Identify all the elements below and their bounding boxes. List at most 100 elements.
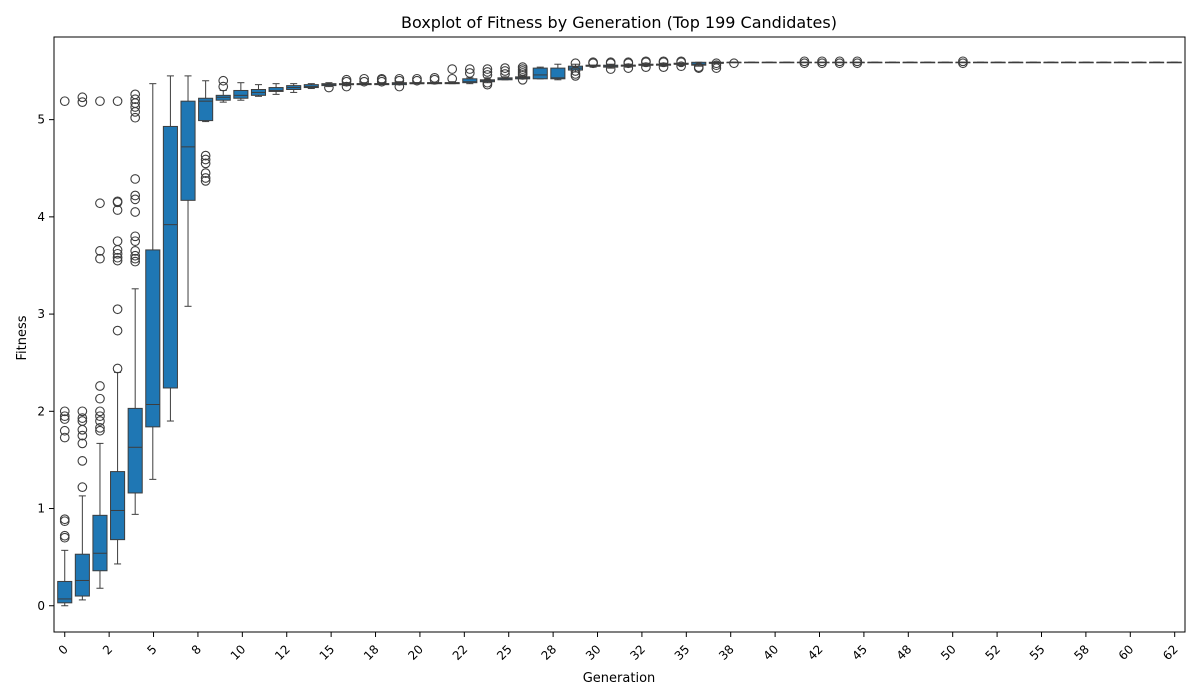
- x-tick-label: 58: [1071, 642, 1092, 663]
- plot-area: [57, 56, 1182, 607]
- box-group: [1131, 61, 1147, 64]
- outlier-point: [359, 73, 369, 84]
- outlier-point: [200, 150, 211, 161]
- box-group: [1061, 61, 1077, 64]
- box-group: [92, 96, 108, 589]
- box-group: [937, 61, 953, 64]
- outlier-point: [112, 196, 123, 207]
- plot-frame: [53, 36, 1186, 633]
- y-axis-label: Fitness: [15, 315, 30, 360]
- outlier-point: [200, 158, 211, 169]
- outlier-point: [112, 248, 123, 259]
- outlier-point: [59, 532, 70, 543]
- box-group: [286, 83, 302, 93]
- box-group: [1113, 61, 1129, 64]
- outlier-point: [95, 416, 105, 426]
- box-group: [884, 61, 901, 64]
- outlier-point: [112, 325, 123, 336]
- outlier-point: [711, 58, 722, 69]
- outlier-point: [676, 61, 686, 72]
- outlier-point: [130, 250, 141, 261]
- outlier-point: [95, 381, 105, 391]
- box-group: [708, 58, 724, 73]
- iqr-box: [180, 100, 196, 201]
- outlier-point: [517, 62, 528, 72]
- x-tick-label: 25: [494, 642, 515, 663]
- x-tick-label: 2: [100, 642, 115, 657]
- x-tick-label: 38: [716, 642, 737, 663]
- box-group: [532, 66, 548, 80]
- box-group: [74, 92, 90, 601]
- box-group: [374, 73, 390, 87]
- outlier-point: [59, 530, 70, 541]
- box-group: [955, 56, 971, 69]
- x-tick-label: 45: [849, 642, 870, 663]
- box-group: [515, 62, 531, 85]
- x-tick-label: 62: [1160, 642, 1181, 663]
- outlier-point: [77, 456, 88, 466]
- box-group: [867, 61, 883, 64]
- outlier-point: [570, 58, 581, 69]
- iqr-box: [268, 87, 284, 92]
- outlier-point: [218, 75, 229, 86]
- box-group: [620, 57, 636, 73]
- outlier-point: [112, 252, 123, 263]
- box-group: [479, 64, 495, 90]
- box-group: [814, 56, 830, 69]
- outlier-point: [412, 73, 422, 84]
- outlier-point: [95, 96, 105, 107]
- box-group: [233, 82, 249, 101]
- outlier-point: [200, 154, 211, 165]
- outlier-point: [77, 413, 88, 423]
- box-group: [321, 82, 337, 93]
- box-group: [849, 56, 865, 69]
- outlier-point: [394, 73, 405, 84]
- box-group: [427, 72, 443, 85]
- x-tick-label: 0: [56, 642, 71, 657]
- x-tick-label: 40: [761, 642, 782, 663]
- iqr-box: [550, 67, 566, 80]
- x-tick-label: 22: [450, 642, 471, 663]
- outlier-point: [324, 82, 334, 93]
- outlier-point: [130, 253, 141, 264]
- box-group: [303, 83, 319, 90]
- box-group: [990, 61, 1006, 64]
- box-group: [972, 61, 989, 64]
- outlier-point: [77, 438, 88, 449]
- outlier-point: [130, 190, 141, 201]
- outlier-point: [95, 406, 105, 417]
- box-group: [250, 84, 267, 97]
- iqr-box: [57, 580, 73, 604]
- box-group: [57, 96, 73, 607]
- outlier-point: [394, 81, 405, 92]
- iqr-box: [532, 67, 548, 80]
- outlier-point: [200, 176, 211, 186]
- outlier-point: [447, 64, 458, 74]
- x-tick-label: 20: [405, 642, 426, 663]
- outlier-point: [641, 56, 651, 67]
- box-group: [1025, 61, 1041, 64]
- outlier-point: [130, 194, 141, 205]
- outlier-point: [59, 514, 70, 525]
- box-group: [567, 58, 584, 81]
- outlier-point: [130, 246, 141, 256]
- box-group: [638, 56, 654, 72]
- outlier-point: [570, 69, 581, 79]
- box-group: [920, 61, 936, 64]
- box-group: [673, 56, 689, 72]
- outlier-point: [130, 107, 141, 117]
- box-group: [761, 61, 777, 64]
- outlier-point: [130, 236, 141, 247]
- outlier-point: [641, 62, 651, 72]
- iqr-box: [233, 89, 249, 99]
- outlier-point: [623, 63, 634, 73]
- outlier-point: [59, 406, 70, 417]
- box-group: [1008, 61, 1024, 64]
- box-group: [215, 75, 231, 103]
- outlier-point: [676, 56, 686, 67]
- outlier-point: [59, 432, 70, 443]
- box-group: [180, 75, 196, 307]
- outlier-point: [693, 62, 704, 72]
